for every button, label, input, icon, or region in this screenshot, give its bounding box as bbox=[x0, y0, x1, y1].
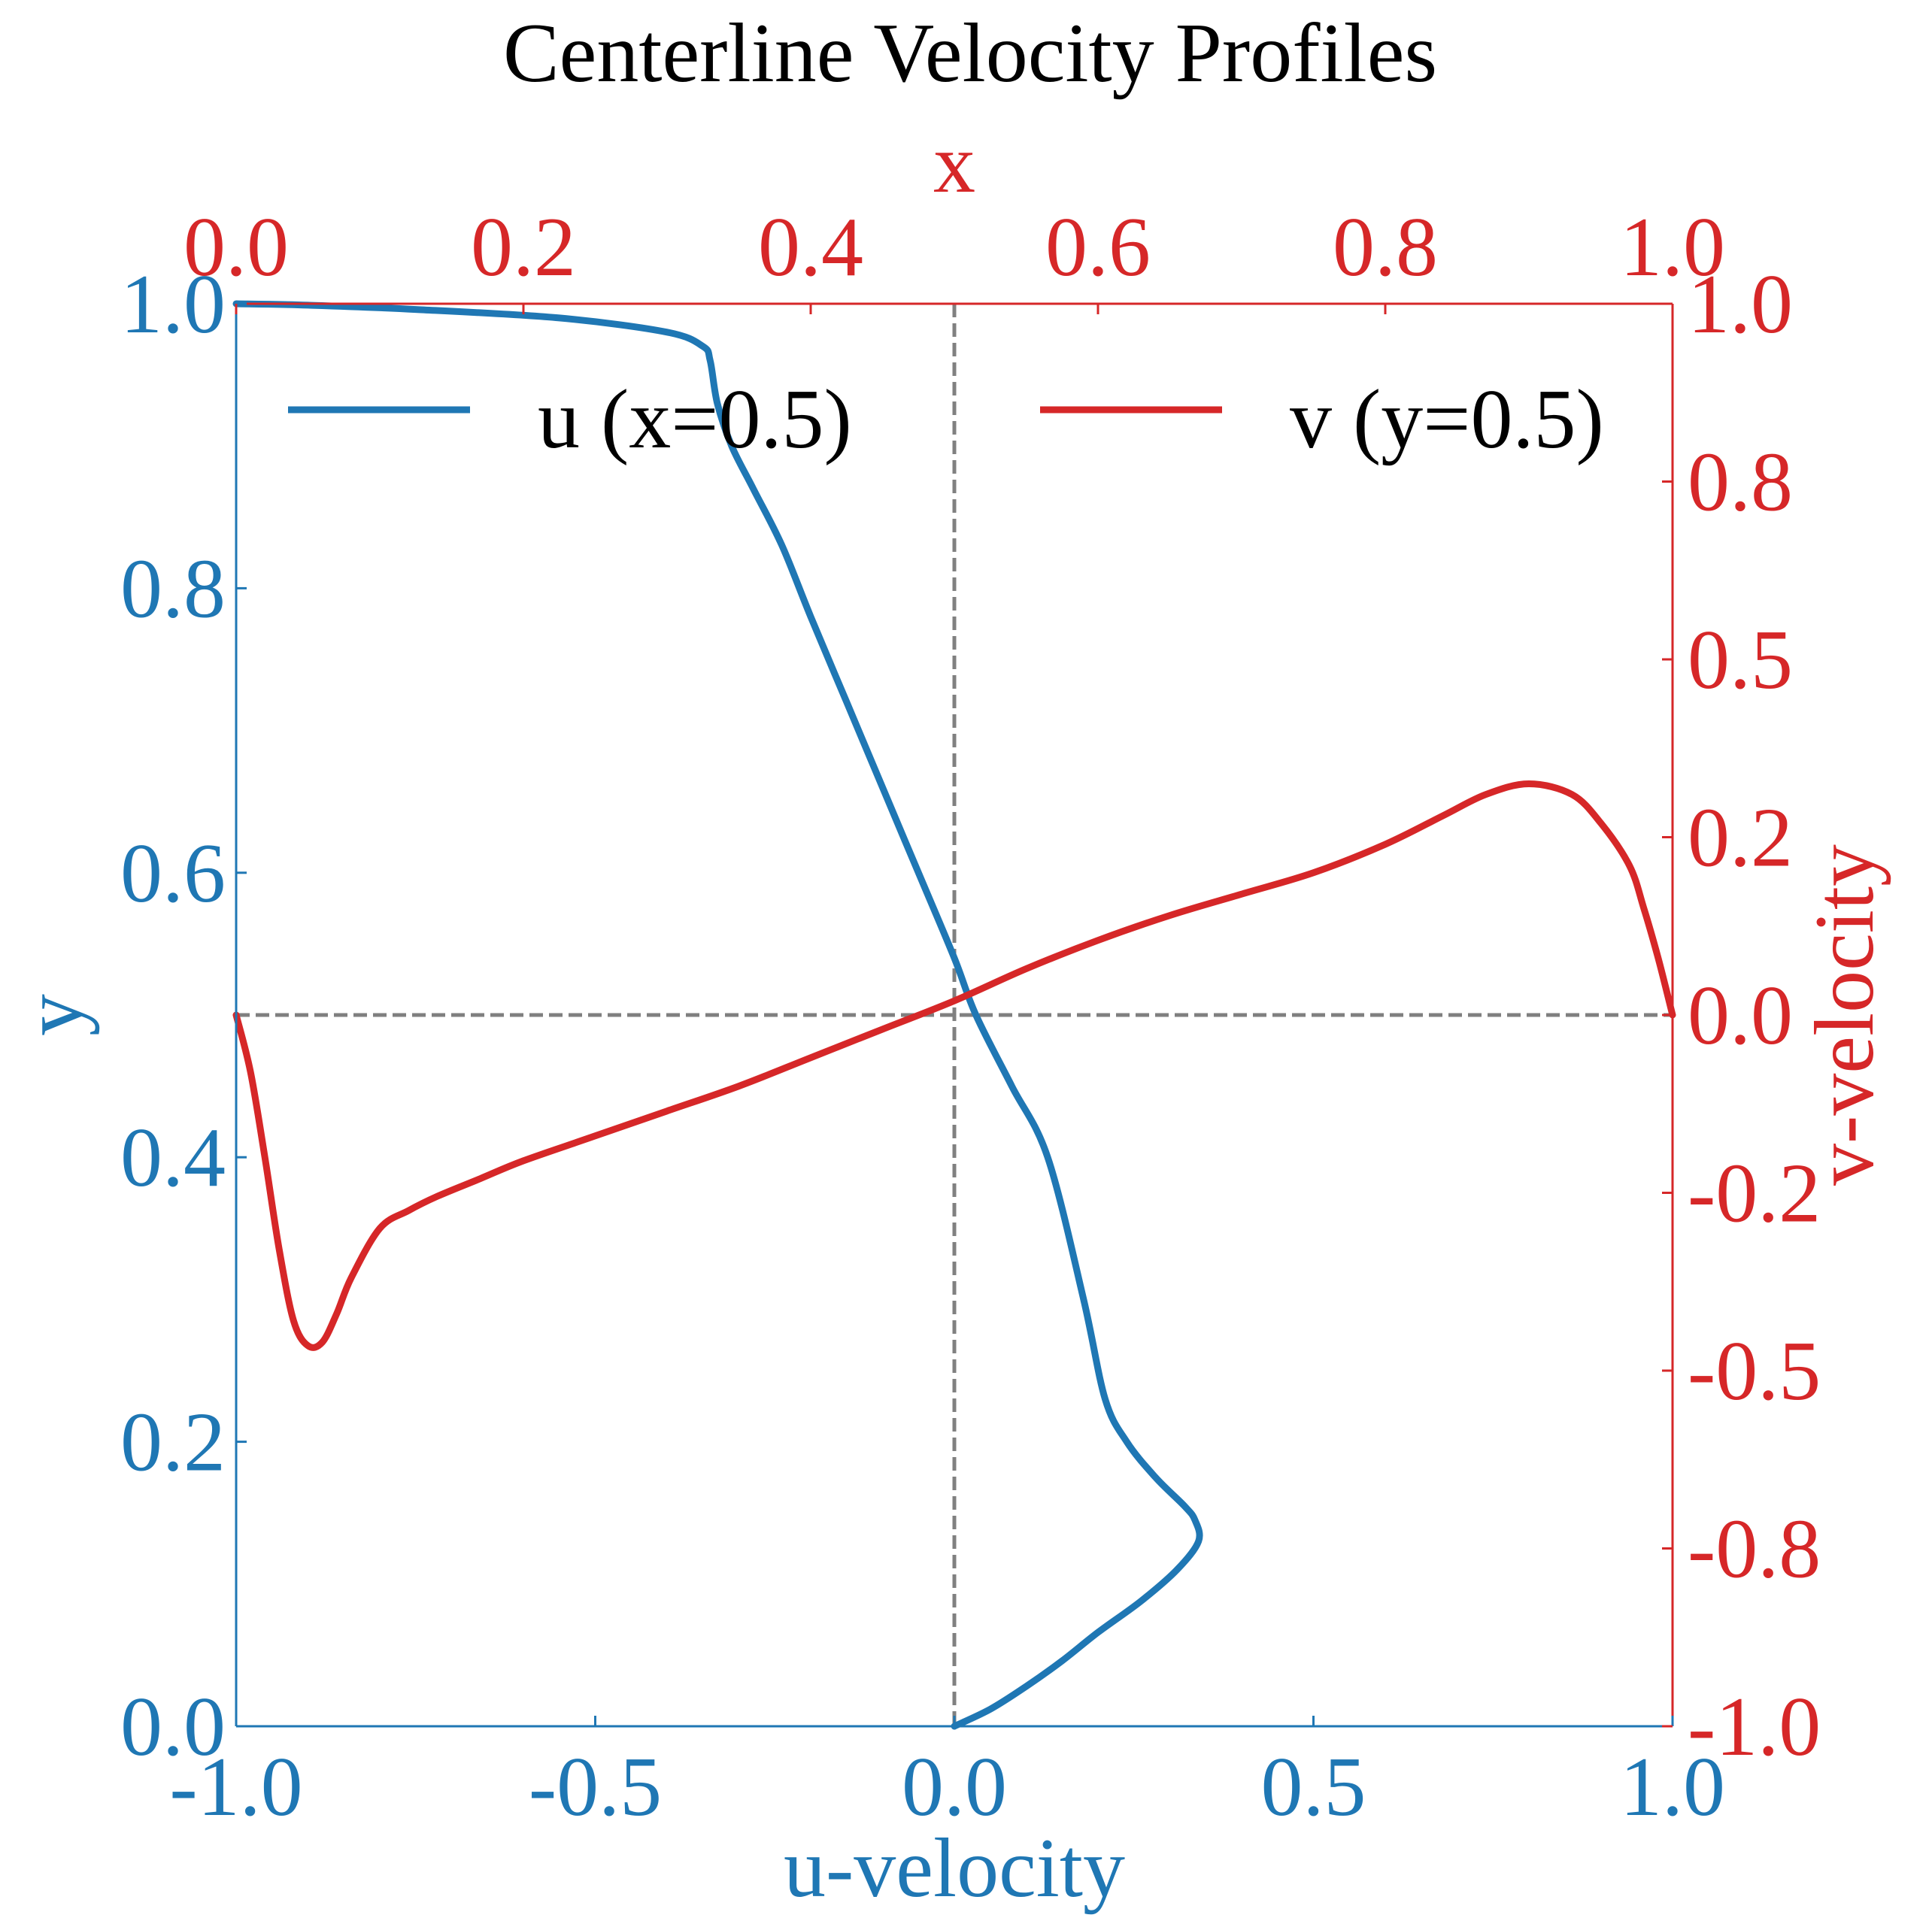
chart-title: Centerline Velocity Profiles bbox=[503, 7, 1437, 100]
bottom-tick-label: 0.0 bbox=[902, 1741, 1007, 1834]
top-tick-label: 0.2 bbox=[471, 201, 576, 294]
legend-label-u: u (x=0.5) bbox=[538, 373, 852, 466]
right-tick-label: 1.0 bbox=[1688, 258, 1793, 351]
right-axis-label: v-velocity bbox=[1798, 844, 1891, 1186]
legend-label-v: v (y=0.5) bbox=[1290, 373, 1604, 466]
bottom-tick-label: -1.0 bbox=[169, 1741, 302, 1834]
right-tick-label: -0.5 bbox=[1688, 1325, 1821, 1418]
right-tick-label: -0.2 bbox=[1688, 1147, 1821, 1241]
top-tick-label: 0.8 bbox=[1333, 201, 1438, 294]
left-tick-label: 0.0 bbox=[120, 1680, 226, 1774]
v-velocity-line bbox=[232, 780, 1676, 1351]
bottom-tick-label: 0.5 bbox=[1261, 1741, 1366, 1834]
left-tick-label: 0.8 bbox=[120, 542, 226, 635]
right-tick-label: -1.0 bbox=[1688, 1680, 1821, 1774]
top-tick-label: 0.6 bbox=[1045, 201, 1151, 294]
right-tick-label: 0.0 bbox=[1688, 969, 1793, 1062]
top-tick-label: 0.0 bbox=[183, 201, 289, 294]
right-tick-label: 0.5 bbox=[1688, 614, 1793, 707]
left-tick-label: 0.4 bbox=[120, 1111, 226, 1204]
left-axis-label: y bbox=[7, 994, 100, 1036]
u-velocity-line bbox=[232, 300, 1203, 1730]
top-axis-label: x bbox=[933, 117, 975, 211]
axis-ticks: -1.0 -0.5 0.0 0.5 1.00.00.20.40.60.81.00.0 0.… bbox=[120, 201, 1821, 1834]
top-tick-label: 1.0 bbox=[1620, 201, 1725, 294]
left-tick-label: 0.6 bbox=[120, 827, 226, 920]
right-tick-label: 0.2 bbox=[1688, 792, 1793, 885]
legend: u (x=0.5) v (y=0.5) bbox=[288, 373, 1604, 466]
left-tick-label: 0.2 bbox=[120, 1396, 226, 1489]
left-tick-label: 1.0 bbox=[120, 258, 226, 351]
top-tick-label: 0.4 bbox=[758, 201, 863, 294]
bottom-axis-label: u-velocity bbox=[784, 1822, 1125, 1915]
right-tick-label: -0.8 bbox=[1688, 1503, 1821, 1596]
bottom-tick-label: 1.0 bbox=[1620, 1741, 1725, 1834]
bottom-tick-label: -0.5 bbox=[529, 1741, 662, 1834]
right-tick-label: 0.8 bbox=[1688, 436, 1793, 529]
